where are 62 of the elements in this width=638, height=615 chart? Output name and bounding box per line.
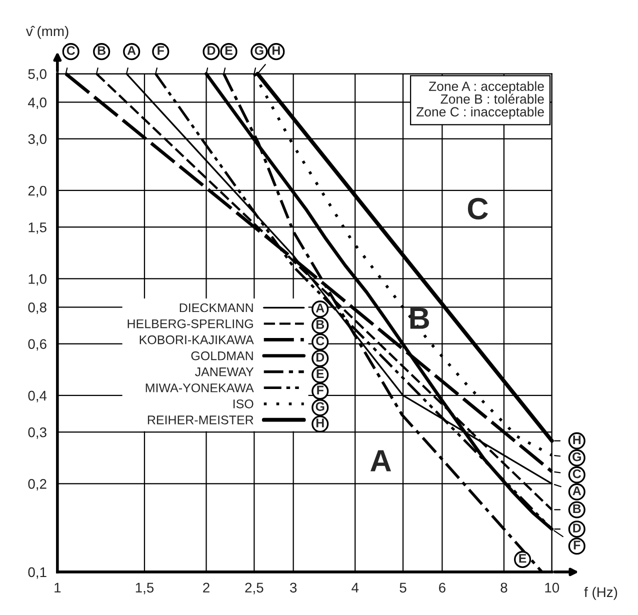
annotation: D bbox=[573, 524, 581, 532]
text: D bbox=[316, 352, 324, 362]
annotation: A bbox=[572, 486, 582, 496]
y-tick-label: 4,0 bbox=[28, 98, 46, 110]
x-tick-label: 2 bbox=[203, 582, 210, 592]
y-tick-label: 0,1 bbox=[28, 567, 46, 579]
annotation: E bbox=[519, 554, 526, 563]
annotation: F bbox=[158, 46, 164, 55]
annotation: A bbox=[127, 46, 136, 55]
annotation: B bbox=[98, 46, 106, 55]
annotation: C bbox=[572, 469, 582, 478]
x-tick-label: 1,5 bbox=[136, 582, 154, 594]
annotation: Zone C : inacceptable bbox=[416, 106, 544, 120]
legend-label: GOLDMAN bbox=[191, 351, 253, 360]
legend-label: HELBERG-SPERLING bbox=[128, 319, 253, 328]
annotation: G bbox=[254, 46, 264, 55]
legend-label: MIWA-YONEKAWA bbox=[146, 383, 254, 392]
text: F bbox=[317, 386, 324, 394]
x-tick-label: 10 bbox=[545, 582, 560, 593]
y-tick-label: 5,0 bbox=[28, 69, 46, 81]
legend-label: REIHER-MEISTER bbox=[148, 416, 254, 424]
y-tick-label: 1,5 bbox=[28, 222, 46, 234]
y-tick-label: 0,6 bbox=[28, 339, 46, 351]
y-tick-label: 0,2 bbox=[28, 479, 46, 490]
annotation: B bbox=[573, 504, 581, 513]
annotation: C bbox=[66, 46, 76, 55]
y-tick-label: 2,0 bbox=[28, 186, 46, 198]
y-tick-label: 0,8 bbox=[28, 302, 46, 314]
x-tick-label: 8 bbox=[500, 582, 508, 593]
y-tick-label: 0,3 bbox=[28, 427, 46, 439]
y-tick-label: 3,0 bbox=[28, 134, 46, 146]
annotation: H bbox=[573, 435, 581, 444]
text: B bbox=[316, 320, 324, 329]
text: E bbox=[316, 369, 324, 378]
x-tick-label: 3 bbox=[290, 582, 297, 593]
annotation: B bbox=[410, 308, 429, 329]
legend-label: JANEWAY bbox=[195, 368, 254, 376]
x-tick-label: 5 bbox=[400, 582, 406, 593]
annotation: G bbox=[572, 452, 581, 462]
x-tick-label: 2,5 bbox=[245, 582, 264, 594]
x-axis-title: f (Hz) bbox=[584, 586, 618, 600]
annotation: A bbox=[370, 450, 392, 472]
annotation: F bbox=[574, 540, 580, 550]
annotation: D bbox=[208, 46, 216, 55]
x-tick-label: 1 bbox=[54, 582, 61, 592]
annotation: E bbox=[225, 46, 232, 55]
y-axis-title: v̂ (mm) bbox=[26, 26, 68, 39]
annotation: H bbox=[272, 46, 280, 55]
text: G bbox=[316, 402, 324, 411]
annotation: C bbox=[468, 198, 488, 220]
y-tick-label: 1,0 bbox=[28, 274, 46, 286]
x-tick-label: 6 bbox=[439, 582, 446, 593]
y-tick-label: 0,4 bbox=[28, 390, 47, 402]
text: C bbox=[316, 336, 324, 346]
text: A bbox=[316, 304, 324, 312]
annotation: Zone A : acceptable bbox=[428, 81, 544, 94]
text: H bbox=[316, 418, 324, 428]
x-tick-label: 4 bbox=[352, 582, 359, 592]
legend-label: DIECKMANN bbox=[180, 303, 253, 312]
annotation: Zone B : tolérable bbox=[440, 94, 544, 104]
legend-label: KOBORI-KAJIKAWA bbox=[140, 335, 254, 344]
legend-label: ISO bbox=[233, 399, 254, 408]
